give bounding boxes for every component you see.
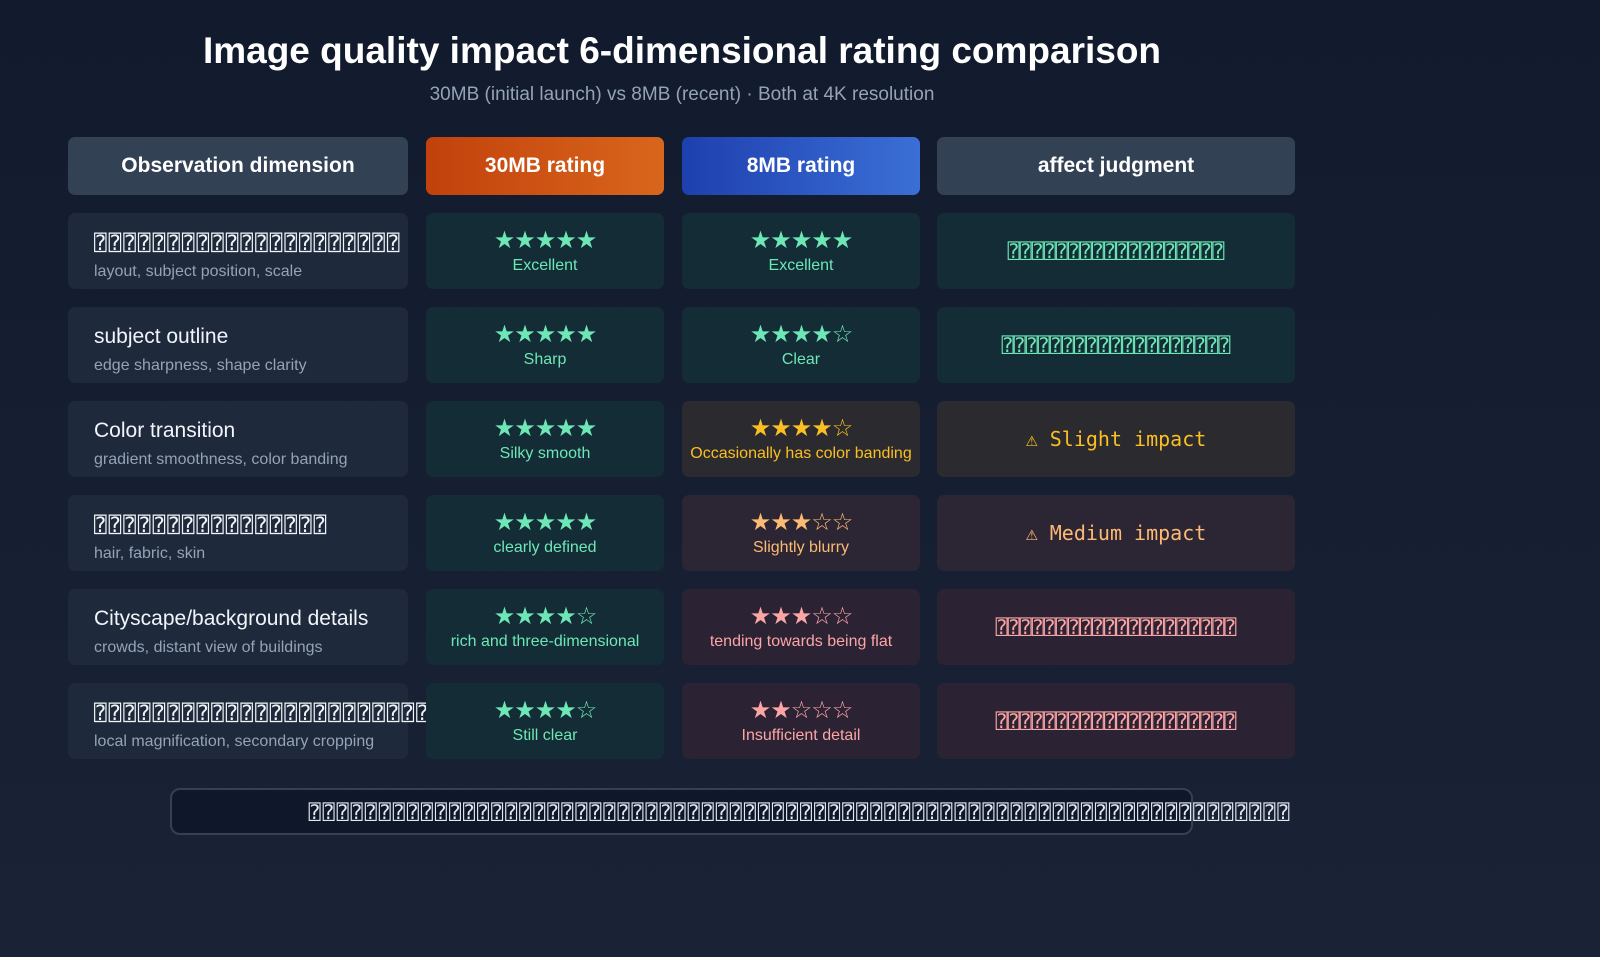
star-rating-30mb: ★★★★☆: [493, 602, 598, 630]
rating-8mb-cell: ★★★★★ Excellent: [682, 213, 920, 289]
judgment-text: ⍰⍰⍰⍰⍰⍰⍰⍰⍰⍰⍰⍰⍰⍰⍰⍰⍰⍰: [1007, 239, 1225, 263]
rating-8mb-cell: ★★★★☆ Occasionally has color banding: [682, 401, 920, 477]
rating-30mb-label: Excellent: [512, 256, 578, 274]
rating-30mb-label: Still clear: [512, 726, 578, 744]
star-rating-8mb: ★★★★☆: [749, 320, 854, 348]
star-rating-30mb: ★★★★☆: [493, 696, 598, 724]
star-rating-8mb: ★★★☆☆: [749, 602, 854, 630]
judgment-cell: ⍰⍰⍰⍰⍰⍰⍰⍰⍰⍰⍰⍰⍰⍰⍰⍰⍰⍰: [937, 213, 1295, 289]
dimension-name: Color transition: [94, 419, 236, 442]
judgment-cell: ⍰⍰⍰⍰⍰⍰⍰⍰⍰⍰⍰⍰⍰⍰⍰⍰⍰⍰⍰: [937, 307, 1295, 383]
judgment-text: ⚠ Medium impact: [1025, 521, 1207, 545]
rating-30mb-cell: ★★★★★ Excellent: [426, 213, 664, 289]
dimension-description: edge sharpness, shape clarity: [94, 357, 307, 374]
rating-30mb-label: clearly defined: [493, 538, 597, 556]
rating-8mb-cell: ★★☆☆☆ Insufficient detail: [682, 683, 920, 759]
star-rating-30mb: ★★★★★: [493, 508, 598, 536]
judgment-cell: ⍰⍰⍰⍰⍰⍰⍰⍰⍰⍰⍰⍰⍰⍰⍰⍰⍰⍰⍰⍰: [937, 589, 1295, 665]
dimension-description: crowds, distant view of buildings: [94, 639, 323, 656]
star-rating-8mb: ★★★★☆: [749, 414, 854, 442]
rating-30mb-cell: ★★★★☆ Still clear: [426, 683, 664, 759]
dimension-name: ⍰⍰⍰⍰⍰⍰⍰⍰⍰⍰⍰⍰⍰⍰⍰⍰⍰⍰⍰⍰⍰: [94, 231, 402, 255]
rating-8mb-cell: ★★★★☆ Clear: [682, 307, 920, 383]
judgment-cell: ⍰⍰⍰⍰⍰⍰⍰⍰⍰⍰⍰⍰⍰⍰⍰⍰⍰⍰⍰⍰: [937, 683, 1295, 759]
dimension-cell: Cityscape/background details crowds, dis…: [68, 589, 408, 665]
judgment-text: ⚠ Slight impact: [1025, 427, 1207, 451]
rating-8mb-label: tending towards being flat: [709, 632, 893, 650]
header-30mb: 30MB rating: [426, 137, 664, 195]
dimension-description: layout, subject position, scale: [94, 263, 303, 280]
rating-8mb-cell: ★★★☆☆ Slightly blurry: [682, 495, 920, 571]
dimension-description: local magnification, secondary cropping: [94, 733, 375, 750]
dimension-cell: ⍰⍰⍰⍰⍰⍰⍰⍰⍰⍰⍰⍰⍰⍰⍰⍰⍰⍰⍰⍰⍰⍰⍰⍰⍰⍰⍰⍰ local magni…: [68, 683, 502, 759]
dimension-description: gradient smoothness, color banding: [94, 451, 348, 468]
page-title: Image quality impact 6-dimensional ratin…: [202, 30, 1162, 71]
dimension-cell: ⍰⍰⍰⍰⍰⍰⍰⍰⍰⍰⍰⍰⍰⍰⍰⍰ hair, fabric, skin: [68, 495, 408, 571]
footer-note-box: [170, 788, 1193, 835]
dimension-cell: Color transition gradient smoothness, co…: [68, 401, 408, 477]
dimension-cell: ⍰⍰⍰⍰⍰⍰⍰⍰⍰⍰⍰⍰⍰⍰⍰⍰⍰⍰⍰⍰⍰ layout, subject po…: [68, 213, 408, 289]
judgment-cell: ⚠ Medium impact: [937, 495, 1295, 571]
header-judgment: affect judgment: [937, 137, 1295, 195]
dimension-cell: subject outline edge sharpness, shape cl…: [68, 307, 408, 383]
judgment-text: ⍰⍰⍰⍰⍰⍰⍰⍰⍰⍰⍰⍰⍰⍰⍰⍰⍰⍰⍰⍰: [995, 709, 1237, 733]
star-rating-30mb: ★★★★★: [493, 226, 598, 254]
page-subtitle: 30MB (initial launch) vs 8MB (recent) · …: [429, 84, 935, 105]
star-rating-30mb: ★★★★★: [493, 414, 598, 442]
rating-30mb-cell: ★★★★☆ rich and three-dimensional: [426, 589, 664, 665]
dimension-name: ⍰⍰⍰⍰⍰⍰⍰⍰⍰⍰⍰⍰⍰⍰⍰⍰: [94, 513, 329, 537]
rating-30mb-cell: ★★★★★ clearly defined: [426, 495, 664, 571]
rating-8mb-label: Clear: [781, 350, 821, 368]
rating-8mb-label: Slightly blurry: [752, 538, 850, 556]
judgment-text: ⍰⍰⍰⍰⍰⍰⍰⍰⍰⍰⍰⍰⍰⍰⍰⍰⍰⍰⍰: [1001, 333, 1231, 357]
star-rating-8mb: ★★★★★: [749, 226, 854, 254]
rating-8mb-cell: ★★★☆☆ tending towards being flat: [682, 589, 920, 665]
header-8mb: 8MB rating: [682, 137, 920, 195]
dimension-description: hair, fabric, skin: [94, 545, 206, 562]
rating-30mb-label: Sharp: [523, 350, 567, 368]
star-rating-30mb: ★★★★★: [493, 320, 598, 348]
judgment-text: ⍰⍰⍰⍰⍰⍰⍰⍰⍰⍰⍰⍰⍰⍰⍰⍰⍰⍰⍰⍰: [995, 615, 1237, 639]
rating-8mb-label: Excellent: [768, 256, 834, 274]
rating-30mb-label: rich and three-dimensional: [450, 632, 640, 650]
rating-8mb-label: Insufficient detail: [741, 726, 861, 744]
rating-30mb-label: Silky smooth: [499, 444, 591, 462]
rating-30mb-cell: ★★★★★ Sharp: [426, 307, 664, 383]
footer-note: ⍰⍰⍰⍰⍰⍰⍰⍰⍰⍰⍰⍰⍰⍰⍰⍰⍰⍰⍰⍰⍰⍰⍰⍰⍰⍰⍰⍰⍰⍰⍰⍰⍰⍰⍰⍰⍰⍰⍰⍰…: [308, 800, 1292, 824]
dimension-name: Cityscape/background details: [94, 607, 369, 630]
rating-8mb-label: Occasionally has color banding: [690, 444, 912, 462]
header-dimension: Observation dimension: [68, 137, 408, 195]
rating-30mb-cell: ★★★★★ Silky smooth: [426, 401, 664, 477]
dimension-name: subject outline: [94, 325, 229, 348]
judgment-cell: ⚠ Slight impact: [937, 401, 1295, 477]
star-rating-8mb: ★★★☆☆: [749, 508, 854, 536]
star-rating-8mb: ★★☆☆☆: [749, 696, 854, 724]
